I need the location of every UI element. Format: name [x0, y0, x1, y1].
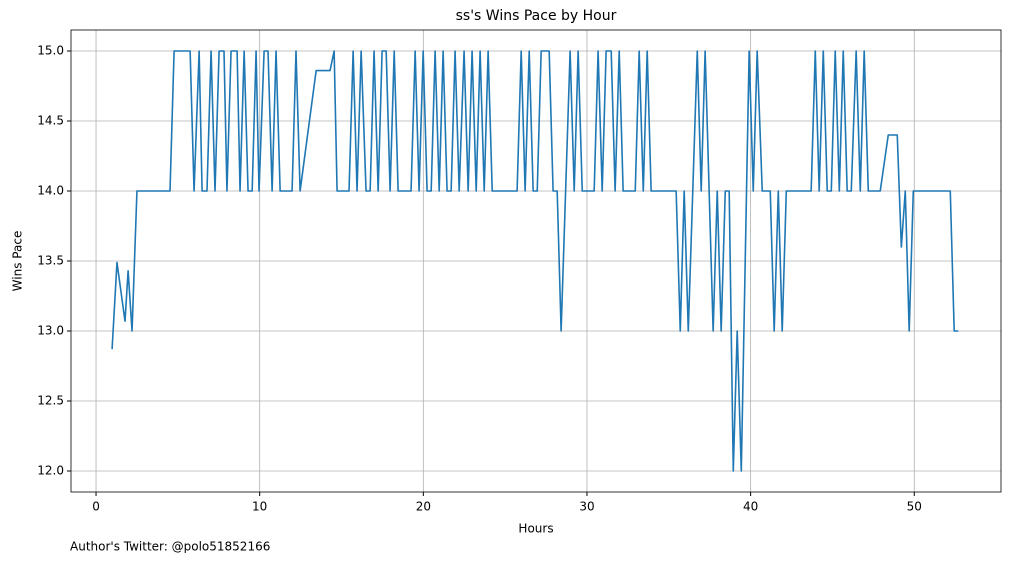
y-tick-label: 15.0 — [37, 44, 64, 58]
x-tick-label: 0 — [92, 500, 100, 514]
footer: Author's Twitter: @polo51852166 — [70, 540, 270, 554]
y-axis-label: Wins Pace — [11, 231, 25, 292]
y-tick-label: 14.5 — [37, 114, 64, 128]
y-tick-label: 13.0 — [37, 324, 64, 338]
x-tick-label: 30 — [579, 500, 594, 514]
x-tick-label: 10 — [252, 500, 267, 514]
x-axis-label: Hours — [518, 522, 553, 536]
y-tick-label: 12.5 — [37, 394, 64, 408]
x-tick-label: 20 — [416, 500, 431, 514]
x-tick-label: 50 — [907, 500, 922, 514]
y-tick-label: 13.5 — [37, 254, 64, 268]
chart-title: ss's Wins Pace by Hour — [456, 8, 617, 24]
y-tick-label: 12.0 — [37, 464, 64, 478]
line — [111, 50, 959, 472]
x-tick-label: 40 — [743, 500, 758, 514]
y-tick-label: 14.0 — [37, 184, 64, 198]
plot-frame — [70, 29, 1002, 493]
